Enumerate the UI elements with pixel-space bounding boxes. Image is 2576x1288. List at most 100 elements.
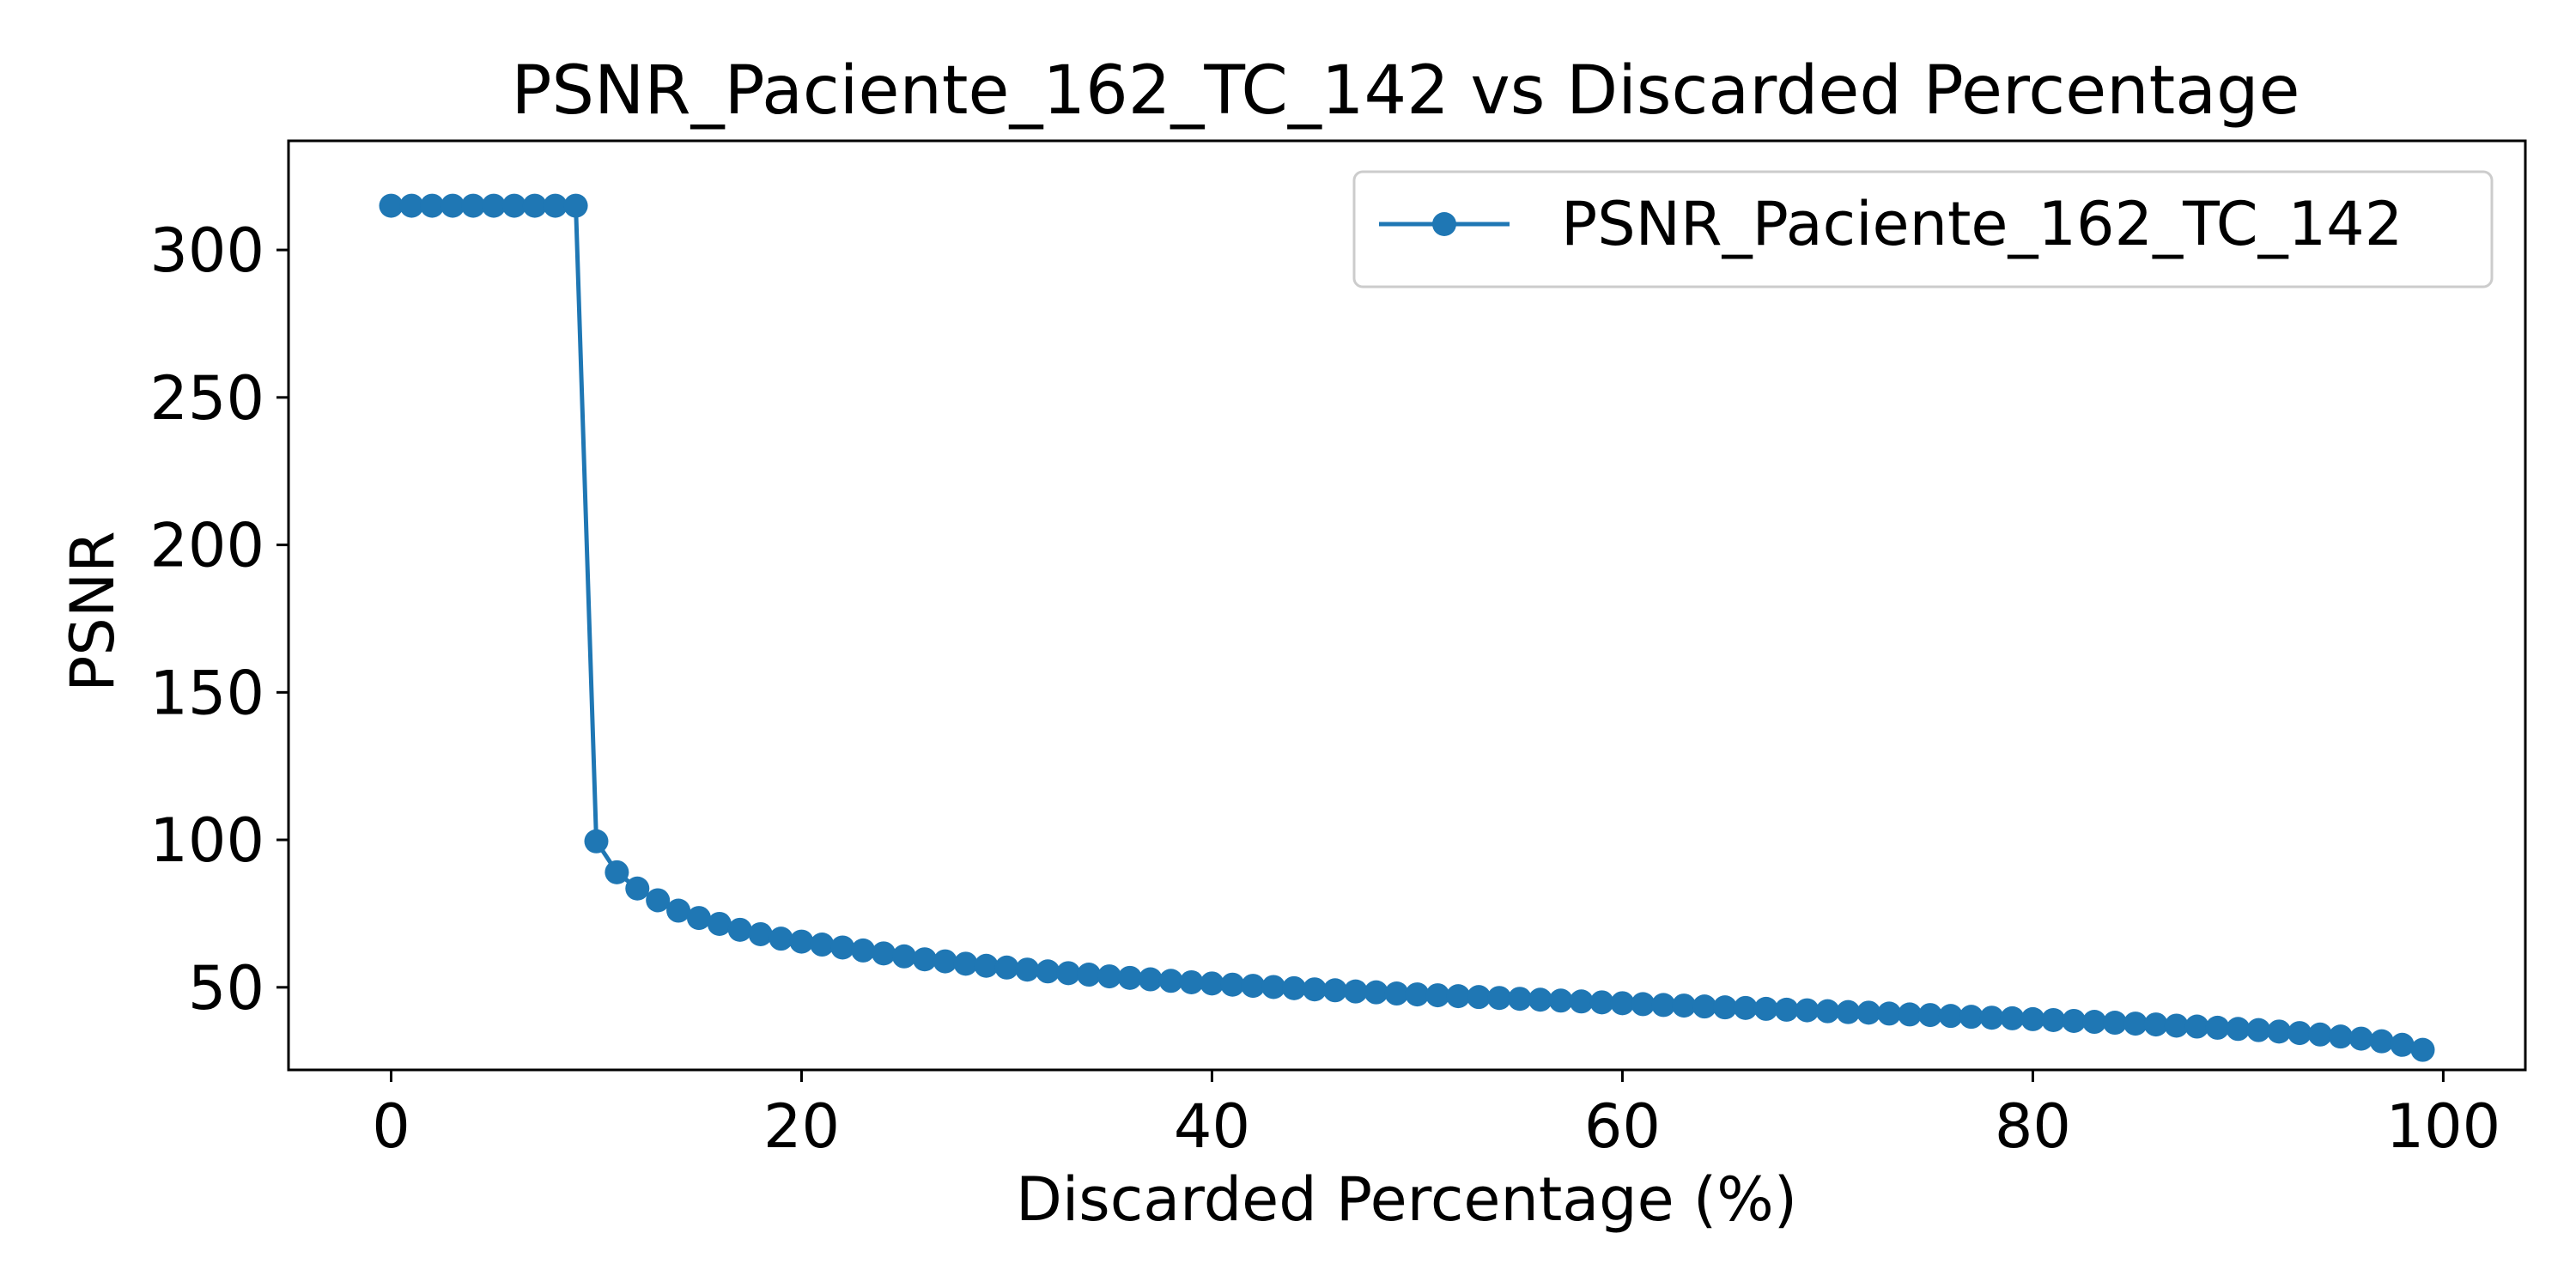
data-point xyxy=(666,898,691,923)
data-point xyxy=(1917,1003,1942,1028)
data-point xyxy=(522,193,547,218)
data-point xyxy=(974,953,999,978)
data-point xyxy=(1302,977,1327,1002)
data-point xyxy=(1507,987,1532,1012)
data-point xyxy=(2226,1017,2251,1042)
data-point xyxy=(933,949,957,974)
data-point xyxy=(1795,998,1820,1023)
data-point xyxy=(1712,995,1737,1020)
data-point xyxy=(2390,1032,2415,1057)
data-point xyxy=(2184,1014,2209,1039)
data-point xyxy=(1733,995,1758,1020)
x-tick-label: 0 xyxy=(372,1091,410,1162)
data-point xyxy=(686,906,711,931)
data-point xyxy=(2103,1011,2128,1036)
data-point xyxy=(1898,1002,1923,1027)
data-point xyxy=(440,193,465,218)
data-point xyxy=(830,935,855,960)
data-point xyxy=(1446,984,1471,1009)
legend: PSNR_Paciente_162_TC_142 xyxy=(1352,170,2494,289)
data-point xyxy=(584,829,609,854)
data-point xyxy=(1384,981,1409,1006)
data-point xyxy=(1528,987,1552,1012)
data-point xyxy=(1589,990,1614,1015)
data-point xyxy=(1097,964,1121,989)
data-point xyxy=(2267,1019,2292,1044)
data-point xyxy=(1692,994,1717,1019)
data-point xyxy=(461,193,486,218)
axes-frame xyxy=(287,139,2527,1072)
data-point xyxy=(2123,1012,2148,1036)
data-point xyxy=(2410,1037,2435,1062)
data-point xyxy=(1856,1000,1881,1025)
data-point xyxy=(2062,1008,2087,1033)
x-tick-label: 40 xyxy=(1174,1091,1250,1162)
data-point xyxy=(2020,1006,2045,1031)
y-tick-label: 300 xyxy=(149,216,264,286)
legend-entry-label: PSNR_Paciente_162_TC_142 xyxy=(1561,189,2403,259)
plot-area xyxy=(379,193,2435,1062)
x-axis-label: Discarded Percentage (%) xyxy=(1016,1164,1797,1235)
legend-box xyxy=(1352,170,2494,289)
data-point xyxy=(1774,997,1799,1022)
data-point xyxy=(1138,967,1163,992)
data-point xyxy=(1487,986,1512,1011)
data-point xyxy=(1425,983,1450,1008)
x-axis-ticks: 0 20 40 60 80 100 xyxy=(372,1070,2500,1162)
y-tick-label: 50 xyxy=(188,953,264,1024)
data-point xyxy=(1322,978,1347,1003)
data-point xyxy=(2328,1024,2353,1049)
data-point xyxy=(769,927,793,951)
data-point xyxy=(2041,1007,2066,1032)
data-point xyxy=(2205,1015,2230,1040)
data-point xyxy=(872,941,896,966)
data-point xyxy=(953,951,978,976)
x-tick-label: 60 xyxy=(1584,1091,1661,1162)
data-point xyxy=(1405,982,1430,1007)
legend-marker-swatch xyxy=(1432,212,1456,236)
data-point xyxy=(2308,1022,2333,1047)
x-tick-label: 20 xyxy=(763,1091,840,1162)
data-point xyxy=(2000,1005,2025,1030)
data-point xyxy=(1343,979,1368,1004)
data-point xyxy=(1241,974,1266,999)
data-point xyxy=(1877,1001,1902,1026)
data-point xyxy=(1753,996,1778,1021)
data-point xyxy=(1220,972,1245,997)
data-point xyxy=(707,911,732,936)
x-tick-label: 100 xyxy=(2386,1091,2501,1162)
data-point xyxy=(1631,992,1656,1017)
data-point xyxy=(543,193,568,218)
data-point xyxy=(1610,991,1635,1016)
data-point xyxy=(2164,1013,2189,1038)
chart-title: PSNR_Paciente_162_TC_142 vs Discarded Pe… xyxy=(512,52,2300,130)
y-tick-label: 150 xyxy=(149,658,264,728)
data-point xyxy=(1959,1005,1984,1030)
data-point xyxy=(563,193,588,218)
data-point xyxy=(605,860,629,884)
data-point xyxy=(1036,959,1060,984)
y-axis-label: PSNR xyxy=(58,531,128,692)
data-point xyxy=(1672,993,1697,1018)
data-point xyxy=(1179,969,1204,994)
data-point xyxy=(2246,1018,2271,1042)
y-axis-ticks: 50 100 150 200 250 300 xyxy=(149,216,289,1024)
y-tick-label: 100 xyxy=(149,805,264,876)
data-point xyxy=(1158,969,1183,993)
data-point xyxy=(2287,1021,2312,1046)
data-point xyxy=(420,193,445,218)
data-point xyxy=(1200,971,1224,996)
data-point xyxy=(789,929,814,954)
data-point xyxy=(399,193,424,218)
data-point xyxy=(1979,1005,2004,1030)
data-point xyxy=(625,876,650,901)
data-point xyxy=(748,921,773,946)
data-point xyxy=(1569,989,1594,1014)
data-point xyxy=(727,917,752,942)
x-tick-label: 80 xyxy=(1995,1091,2071,1162)
data-point xyxy=(2348,1026,2373,1051)
data-point xyxy=(1836,999,1861,1024)
data-point xyxy=(1261,975,1286,999)
data-point xyxy=(1938,1004,1963,1029)
